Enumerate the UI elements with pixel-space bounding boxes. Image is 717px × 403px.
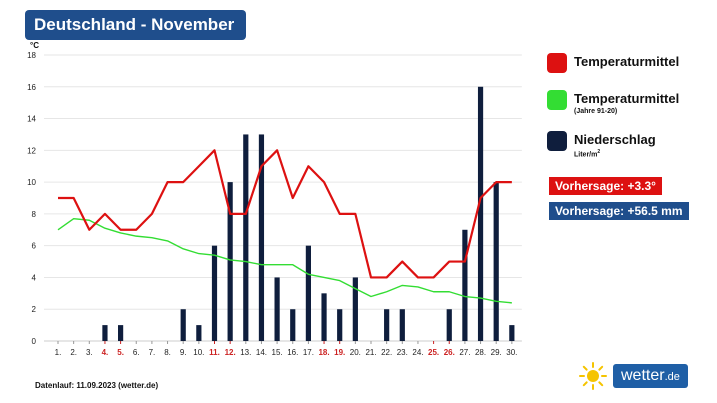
brand-logo: wetter.de [579, 362, 688, 390]
x-tick-label: 25. [428, 348, 439, 357]
x-tick-label: 7. [149, 348, 156, 357]
temp-line [58, 149, 512, 279]
legend-avg-label: Temperaturmittel [574, 91, 680, 106]
legend-temp-label: Temperaturmittel [574, 54, 680, 69]
precip-bar [462, 229, 468, 341]
y-tick-label: 10 [27, 178, 36, 187]
x-tick-label: 2. [70, 348, 77, 357]
brand-suffix: .de [664, 371, 680, 383]
x-tick-label: 30. [506, 348, 517, 357]
x-tick-label: 18. [318, 348, 329, 357]
sun-icon [579, 362, 607, 390]
x-tick-label: 29. [491, 348, 502, 357]
x-tick-label: 12. [225, 348, 236, 357]
avg-temp-line [57, 217, 512, 304]
precip-bar [493, 182, 499, 341]
y-tick-label: 18 [27, 51, 36, 60]
x-tick-label: 11. [209, 348, 220, 357]
legend-avg-sublabel: (Jahre 91-20) [574, 108, 618, 115]
x-tick-label: 16. [287, 348, 298, 357]
precip-bar [227, 182, 233, 341]
legend-precip-label: Niederschlag [574, 132, 656, 147]
sun-ray [598, 381, 604, 387]
x-tick-label: 14. [256, 348, 267, 357]
x-tick-label: 8. [164, 348, 171, 357]
x-tick-label: 21. [365, 348, 376, 357]
y-tick-label: 0 [32, 337, 37, 346]
sun-ray [582, 381, 588, 387]
precip-bar [258, 134, 265, 341]
x-tick-label: 27. [459, 348, 470, 357]
x-tick-label: 1. [55, 348, 62, 357]
x-tick-label: 13. [240, 348, 251, 357]
x-tick-label: 24. [412, 348, 423, 357]
precip-bar [321, 293, 327, 341]
x-tick-label: 3. [86, 348, 93, 357]
precip-bar [305, 245, 311, 341]
precip-bar [196, 325, 202, 341]
legend-avg-swatch [547, 90, 567, 110]
y-tick-label: 16 [27, 83, 36, 92]
y-tick-label: 12 [27, 146, 36, 155]
precip-bar [399, 309, 405, 341]
precip-bar [384, 309, 390, 341]
forecast-precip-badge: Vorhersage: +56.5 mm [549, 202, 689, 220]
y-tick-label: 14 [27, 115, 36, 124]
x-tick-label: 20. [350, 348, 361, 357]
legend-precip-swatch [547, 131, 567, 151]
legend-precip-sup: 2 [597, 149, 601, 155]
legend-precip: Niederschlag Liter/m2 [547, 131, 656, 159]
x-tick-label: 23. [397, 348, 408, 357]
precip-bar [337, 309, 343, 341]
y-tick-label: 2 [32, 305, 37, 314]
precip-bar [509, 325, 515, 341]
legend-avg: Temperaturmittel (Jahre 91-20) [547, 90, 679, 116]
sun-ray [582, 365, 588, 371]
legend-temp-swatch [547, 53, 567, 73]
x-tick-label: 6. [133, 348, 140, 357]
forecast-temp-badge: Vorhersage: +3.3° [549, 177, 662, 195]
precip-bar [211, 245, 218, 341]
precip-bar [352, 277, 358, 341]
precip-bar [446, 309, 452, 341]
x-tick-label: 5. [117, 348, 124, 357]
chart-title: Deutschland - November [25, 10, 246, 40]
legend-precip-text: Niederschlag Liter/m2 [574, 131, 656, 159]
data-run-footer: Datenlauf: 11.09.2023 (wetter.de) [35, 381, 159, 390]
precip-bar [180, 309, 186, 341]
x-tick-label: 9. [180, 348, 187, 357]
precip-bar [477, 86, 484, 342]
legend-avg-text: Temperaturmittel (Jahre 91-20) [574, 90, 679, 116]
y-axis-unit: °C [30, 41, 39, 50]
x-tick-label: 17. [303, 348, 314, 357]
precip-bar [243, 134, 249, 341]
y-tick-label: 6 [32, 242, 37, 251]
x-tick-label: 10. [193, 348, 204, 357]
x-tick-label: 28. [475, 348, 486, 357]
precip-bar [290, 309, 296, 341]
y-tick-label: 8 [32, 210, 37, 219]
precip-bar [118, 325, 124, 341]
x-tick-label: 19. [334, 348, 345, 357]
x-tick-label: 22. [381, 348, 392, 357]
sun-ray [598, 365, 604, 371]
legend-temp: Temperaturmittel [547, 53, 679, 73]
precip-bar [274, 277, 280, 341]
legend-precip-sublabel: Liter/m2 [574, 149, 601, 159]
x-tick-label: 4. [102, 348, 109, 357]
precip-bar [102, 325, 108, 341]
x-tick-label: 26. [444, 348, 455, 357]
y-tick-label: 4 [32, 273, 37, 282]
x-tick-label: 15. [272, 348, 283, 357]
brand-name: wetter.de [613, 364, 688, 388]
